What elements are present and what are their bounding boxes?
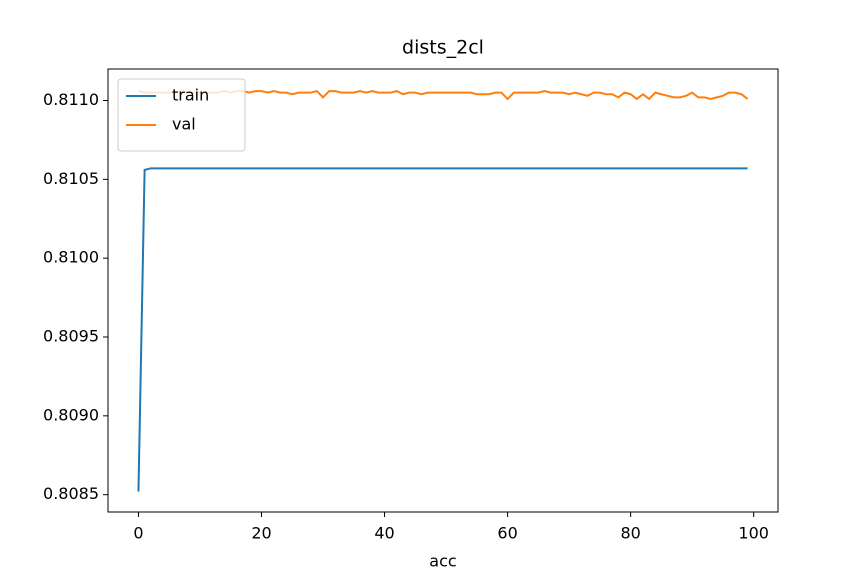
x-tick-label: 0: [133, 524, 143, 543]
x-tick-label: 100: [738, 524, 769, 543]
x-tick-label: 40: [374, 524, 394, 543]
x-tick-label: 60: [497, 524, 517, 543]
x-axis-label: acc: [429, 552, 456, 571]
x-tick-label: 80: [620, 524, 640, 543]
y-tick-label: 0.8105: [43, 169, 99, 188]
plot-frame: [107, 68, 779, 513]
y-tick-label: 0.8090: [43, 405, 99, 424]
y-tick-label: 0.8110: [43, 90, 99, 109]
chart-title: dists_2cl: [402, 37, 484, 59]
y-tick-label: 0.8095: [43, 327, 99, 346]
y-tick-label: 0.8085: [43, 484, 99, 503]
x-tick-label: 20: [251, 524, 271, 543]
y-tick-label: 0.8100: [43, 248, 99, 267]
line-series: [137, 167, 748, 492]
legend-label: train: [172, 86, 209, 105]
legend-label: val: [172, 115, 196, 134]
